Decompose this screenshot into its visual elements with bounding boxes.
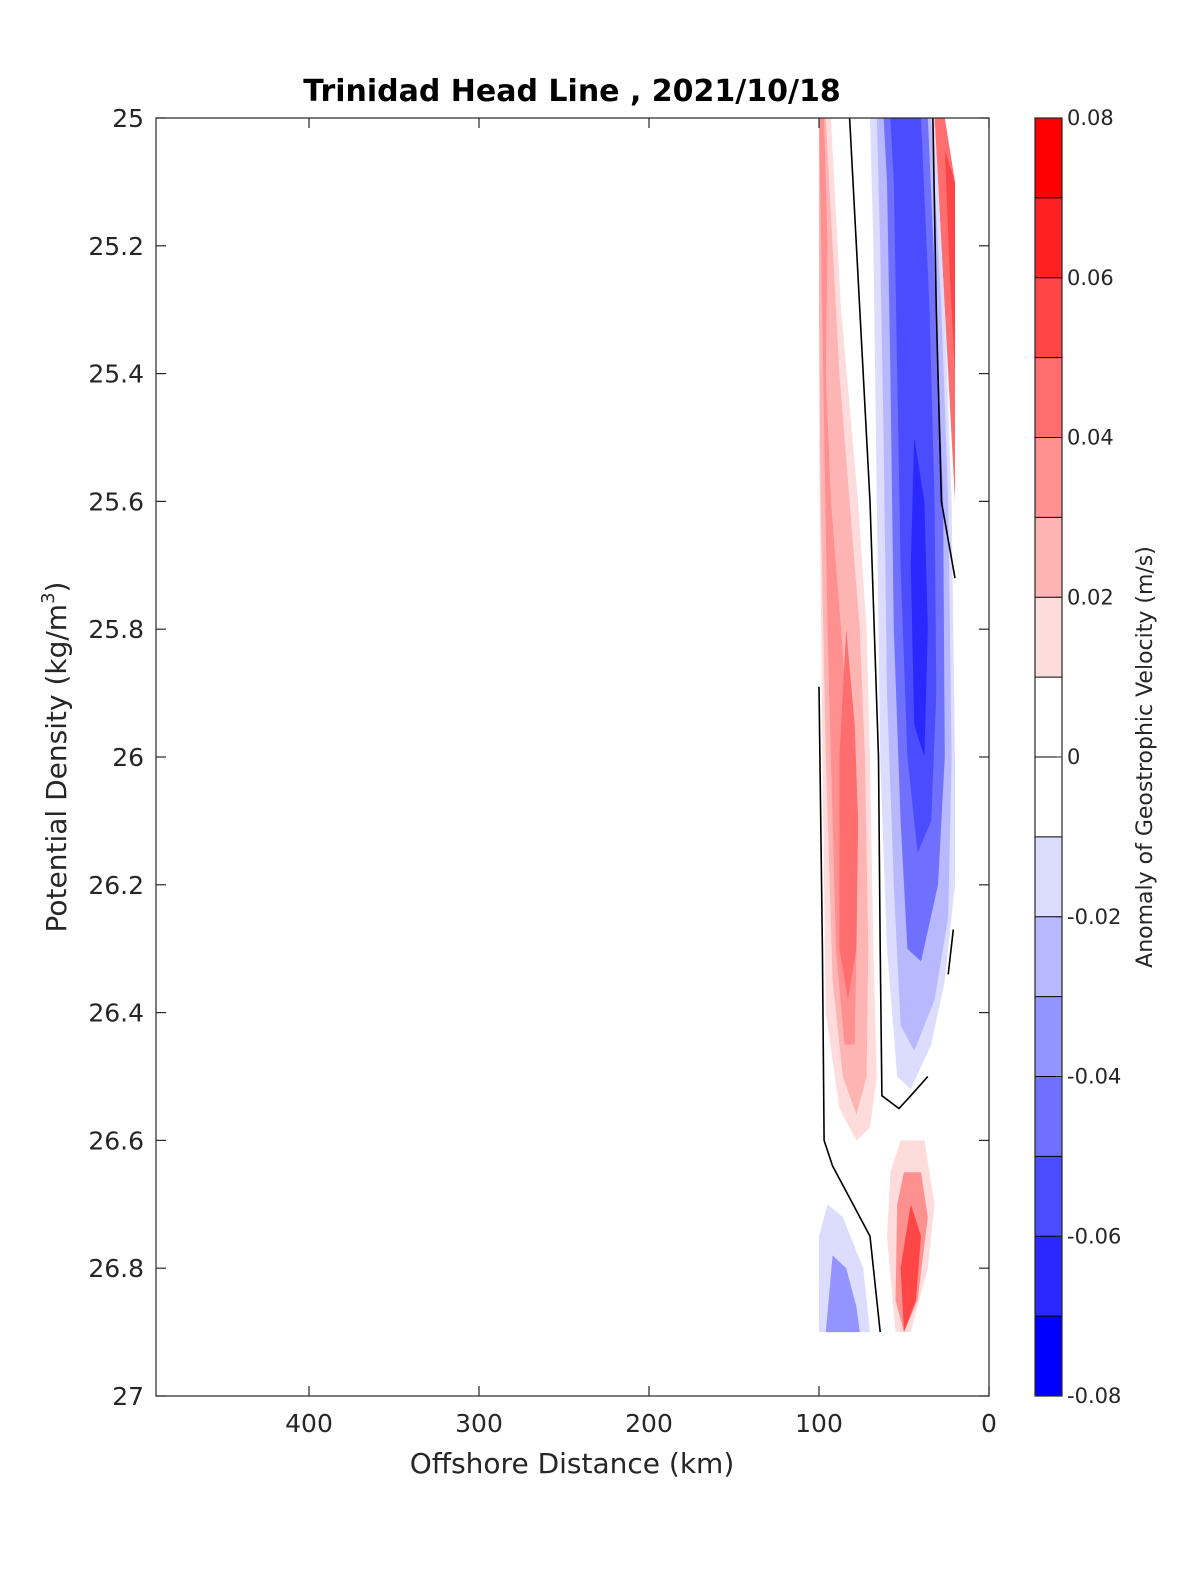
colorbar-tick-label: 0.04 — [1067, 426, 1114, 450]
colorbar-tick-label: 0.02 — [1067, 585, 1114, 609]
y-tick-label: 26.2 — [88, 871, 144, 900]
colorbar-ticks: 0.08 0.06 0.04 0.02 0 -0.02 -0.04 -0.06 -0.08 — [1056, 106, 1121, 1408]
positive-anomaly-deep — [839, 629, 859, 1000]
x-axis-label: Offshore Distance (km) — [410, 1447, 735, 1480]
zero-contour-2 — [932, 117, 956, 579]
colorbar-level — [1035, 1076, 1062, 1157]
y-axis-ticks: 25 25.2 25.4 25.6 25.8 26 26.2 26.4 26.6 26.8 27 — [88, 104, 989, 1411]
x-axis-ticks: 400 300 200 100 0 — [285, 118, 997, 1438]
y-tick-label: 25.6 — [88, 487, 144, 516]
colorbar-label: Anomaly of Geostrophic Velocity (m/s) — [1133, 546, 1158, 968]
colorbar-level — [1035, 1316, 1062, 1397]
y-axis-label-main: Potential Density (kg/m — [40, 604, 73, 933]
colorbar-level — [1035, 597, 1062, 678]
colorbar-level — [1035, 677, 1062, 758]
colorbar-level — [1035, 517, 1062, 598]
y-tick-label: 26.6 — [88, 1126, 144, 1155]
zero-contour-3 — [818, 686, 881, 1333]
y-tick-label: 27 — [112, 1382, 144, 1411]
y-tick-label: 26.8 — [88, 1254, 144, 1283]
contour-regions — [819, 118, 955, 1333]
colorbar-tick-label: -0.08 — [1067, 1384, 1121, 1408]
y-axis-label-close: ) — [40, 582, 73, 593]
colorbar-tick-label: 0.06 — [1067, 266, 1114, 290]
y-tick-label: 26.4 — [88, 999, 144, 1028]
colorbar-tick-label: 0 — [1067, 745, 1080, 769]
colorbar-tick-label: -0.06 — [1067, 1224, 1121, 1248]
negative-anomaly-lower-mid — [825, 1255, 860, 1333]
colorbar-level — [1035, 996, 1062, 1078]
colorbar-level — [1035, 197, 1062, 279]
x-tick-label: 200 — [625, 1409, 673, 1438]
colorbar-level — [1035, 916, 1062, 998]
colorbar-level — [1035, 437, 1062, 518]
y-axis-label: Potential Density (kg/m3) — [38, 582, 73, 933]
colorbar-levels — [1035, 118, 1062, 1397]
plot-area: 400 300 200 100 0 25 25.2 25.4 25.6 25.8 26 26.2 26… — [88, 104, 997, 1438]
negative-anomaly-core-max — [910, 437, 928, 757]
y-tick-label: 25.8 — [88, 615, 144, 644]
y-tick-label: 25.4 — [88, 360, 144, 389]
y-tick-label: 25.2 — [88, 232, 144, 261]
colorbar: 0.08 0.06 0.04 0.02 0 -0.02 -0.04 -0.06 -0.08 An… — [1034, 106, 1158, 1408]
zero-contour-1 — [848, 117, 929, 1110]
chart-title: Trinidad Head Line , 2021/10/18 — [303, 74, 840, 109]
x-tick-label: 400 — [285, 1409, 333, 1438]
y-tick-label: 26 — [112, 743, 144, 772]
colorbar-level — [1035, 1236, 1062, 1317]
x-tick-label: 0 — [981, 1409, 997, 1438]
colorbar-tick-label: -0.04 — [1067, 1065, 1121, 1089]
colorbar-level — [1035, 357, 1062, 439]
colorbar-level — [1035, 118, 1062, 199]
colorbar-level — [1035, 1156, 1062, 1237]
colorbar-level — [1035, 757, 1062, 838]
x-tick-label: 300 — [455, 1409, 503, 1438]
colorbar-level — [1035, 277, 1062, 359]
colorbar-level — [1035, 836, 1062, 918]
zero-contour-4 — [947, 929, 955, 975]
x-tick-label: 100 — [795, 1409, 843, 1438]
colorbar-tick-label: -0.02 — [1067, 905, 1121, 929]
colorbar-tick-label: 0.08 — [1067, 106, 1114, 130]
y-tick-label: 25 — [112, 104, 144, 133]
y-axis-label-superscript: 3 — [38, 592, 59, 603]
positive-anomaly-nearshore-upper-core — [944, 150, 955, 374]
positive-anomaly-lower-core — [900, 1204, 921, 1333]
zero-contour-lines — [818, 117, 956, 1333]
